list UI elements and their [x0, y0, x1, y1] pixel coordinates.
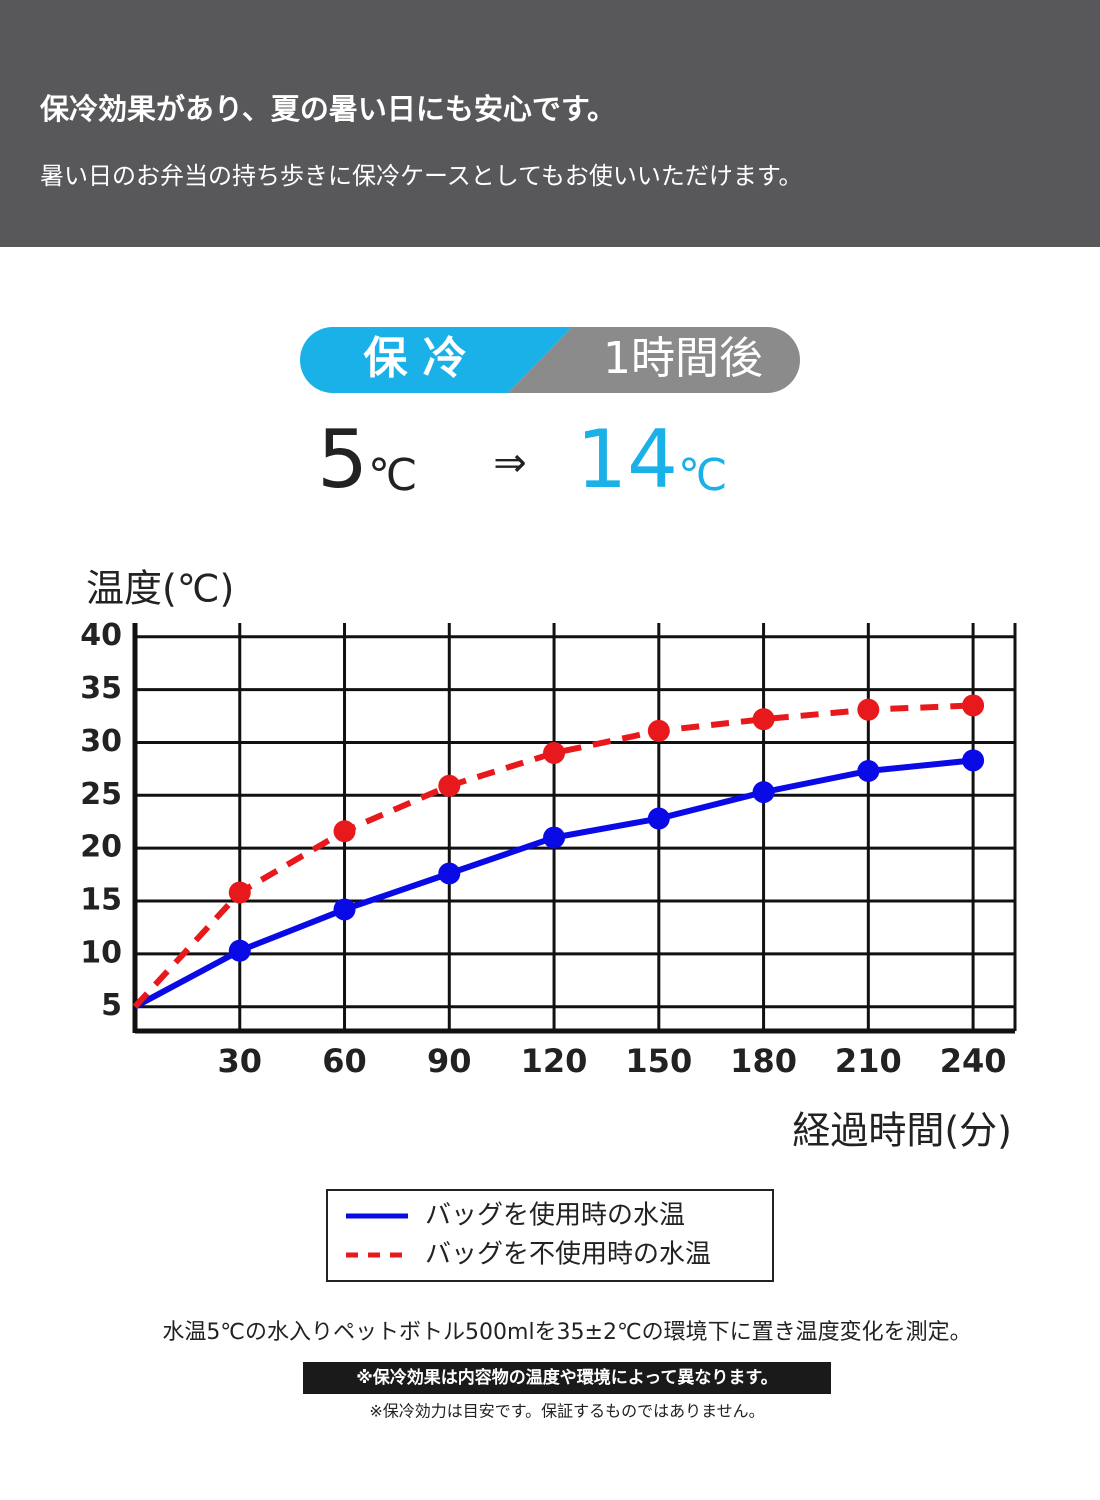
- temp-from: 5: [317, 413, 368, 506]
- header-subtitle: 暑い日のお弁当の持ち歩きに保冷ケースとしてもお使いいただけます。: [40, 162, 802, 190]
- header-title: 保冷効果があり、夏の暑い日にも安心です。: [39, 92, 616, 126]
- y-tick-label: 5: [101, 988, 122, 1023]
- badge-left-bg: [300, 327, 572, 393]
- point: [438, 774, 461, 797]
- point: [752, 781, 775, 804]
- x-tick-label: 30: [217, 1042, 262, 1080]
- y-axis-label: 温度(℃): [86, 567, 234, 611]
- point: [333, 898, 356, 921]
- temp-unit: ℃: [368, 450, 417, 501]
- header-bg: [0, 0, 1100, 247]
- note-measurement: 水温5℃の水入りペットボトル500mlを35±2℃の環境下に置き温度変化を測定。: [162, 1320, 971, 1345]
- point: [752, 708, 775, 731]
- point: [438, 862, 461, 885]
- point: [333, 820, 356, 843]
- plot: 5 10 15 20 25 30 35 40 30 60 90 120 150 180 210 240: [80, 618, 1017, 1080]
- point: [857, 698, 880, 721]
- warning-bg: [303, 1362, 831, 1394]
- x-axis-label: 経過時間(分): [792, 1109, 1012, 1153]
- point: [647, 807, 670, 830]
- y-tick-label: 30: [80, 724, 122, 759]
- badge-right: 1時間後: [603, 333, 763, 384]
- x-tick-label: 180: [730, 1042, 797, 1080]
- legend-label: バッグを不使用時の水温: [425, 1240, 711, 1270]
- temp-to: 14: [576, 413, 678, 506]
- y-tick-label: 15: [80, 882, 122, 917]
- y-tick-label: 25: [80, 777, 122, 812]
- x-tick-label: 150: [625, 1042, 692, 1080]
- x-tick-label: 240: [940, 1042, 1007, 1080]
- x-tick-label: 60: [322, 1042, 367, 1080]
- temp-arrow: ⇒: [493, 440, 527, 486]
- badge-right-bg: [508, 327, 800, 393]
- series-line: [132, 702, 974, 1009]
- legend-box: [326, 1189, 774, 1282]
- y-tick-label: 10: [80, 935, 122, 970]
- note-warning: ※保冷効果は内容物の温度や環境によって異なります。: [356, 1367, 777, 1388]
- point: [228, 939, 251, 962]
- legend-label: バッグを使用時の水温: [425, 1201, 685, 1231]
- x-tick-label: 90: [427, 1042, 472, 1080]
- point: [228, 881, 251, 904]
- point: [543, 742, 566, 765]
- point: [543, 826, 566, 849]
- temp-unit: ℃: [678, 450, 727, 501]
- badge-left: 保 冷: [363, 333, 466, 384]
- point: [962, 694, 985, 717]
- point: [962, 749, 985, 772]
- y-tick-label: 20: [80, 830, 122, 865]
- point: [857, 759, 880, 782]
- y-tick-label: 40: [80, 618, 122, 653]
- note-disclaimer: ※保冷効力は目安です。保証するものではありません。: [369, 1402, 764, 1421]
- x-tick-label: 210: [835, 1042, 902, 1080]
- point: [647, 719, 670, 742]
- y-tick-label: 35: [80, 671, 122, 706]
- x-tick-label: 120: [521, 1042, 588, 1080]
